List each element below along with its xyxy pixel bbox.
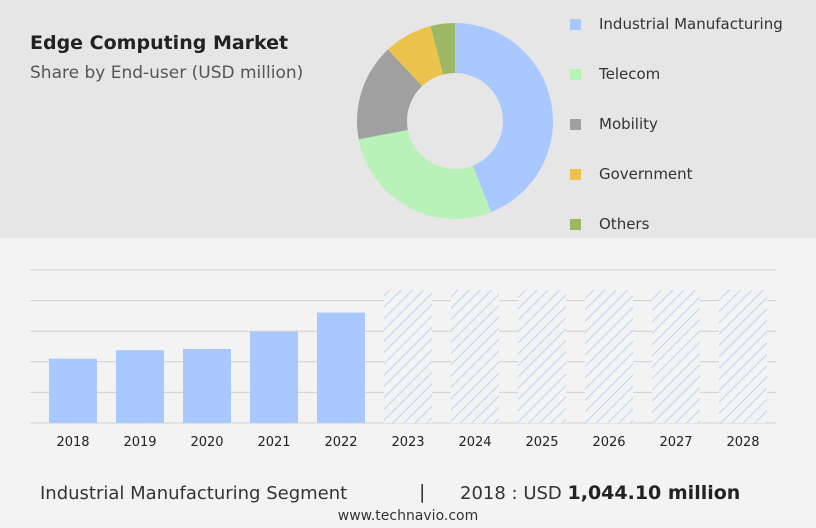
x-tick-label: 2018 (56, 435, 89, 450)
legend-label: Industrial Manufacturing (599, 15, 783, 33)
footer-value-amount: 1,044.10 million (567, 482, 741, 504)
forecast-bar-2027 (652, 290, 700, 423)
legend-swatch (570, 18, 581, 30)
donut-slice-5 (430, 23, 455, 75)
legend-item: Government (570, 162, 693, 186)
bar-2018 (49, 358, 97, 423)
legend-label: Government (599, 165, 693, 183)
donut-slice-4 (387, 26, 444, 87)
legend-label: Telecom (599, 65, 661, 83)
donut-slice-1 (455, 23, 554, 213)
legend-label: Others (599, 215, 650, 233)
legend-swatch (570, 118, 581, 130)
legend-swatch (570, 68, 581, 80)
x-tick-label: 2026 (592, 435, 625, 450)
x-tick-label: 2019 (123, 435, 156, 450)
legend-item: Industrial Manufacturing (570, 12, 783, 36)
footer-segment-label: Industrial Manufacturing Segment (40, 483, 348, 504)
x-tick-label: 2023 (391, 435, 424, 450)
legend-item: Telecom (570, 62, 660, 86)
x-tick-label: 2020 (190, 435, 223, 450)
x-tick-label: 2025 (525, 435, 558, 450)
bar-chart: 2018 2019 2020 2021 2022 2023 2024 2025 2026 2027… (30, 269, 776, 450)
forecast-bar-2026 (585, 290, 633, 423)
donut-chart (357, 23, 554, 220)
forecast-bar-2025 (518, 290, 566, 423)
x-tick-label: 2022 (324, 435, 357, 450)
chart-subtitle: Share by End-user (USD million) (30, 63, 304, 83)
legend-swatch (570, 168, 581, 180)
bar-2020 (183, 348, 231, 423)
forecast-bar-2023 (384, 290, 432, 423)
footer-separator: | (419, 481, 426, 503)
legend-label: Mobility (599, 115, 658, 133)
bar-2021 (250, 331, 298, 423)
forecast-bar-2028 (719, 290, 767, 423)
chart-title: Edge Computing Market (30, 32, 289, 54)
legend-item: Others (570, 212, 649, 236)
x-tick-label: 2028 (726, 435, 759, 450)
legend-item: Mobility (570, 112, 658, 136)
footer-value: 2018 : USD 1,044.10 million (460, 482, 740, 504)
bar-2019 (116, 350, 164, 423)
donut-slice-3 (357, 49, 423, 140)
source-link[interactable]: www.technavio.com (337, 508, 479, 524)
x-tick-label: 2024 (458, 435, 491, 450)
x-tick-label: 2021 (257, 435, 290, 450)
x-tick-label: 2027 (659, 435, 692, 450)
donut-slice-2 (358, 129, 492, 220)
legend-swatch (570, 218, 581, 230)
footer-year-label: 2018 : USD (460, 483, 562, 504)
forecast-bar-2024 (451, 290, 499, 423)
bar-2022 (317, 312, 365, 423)
